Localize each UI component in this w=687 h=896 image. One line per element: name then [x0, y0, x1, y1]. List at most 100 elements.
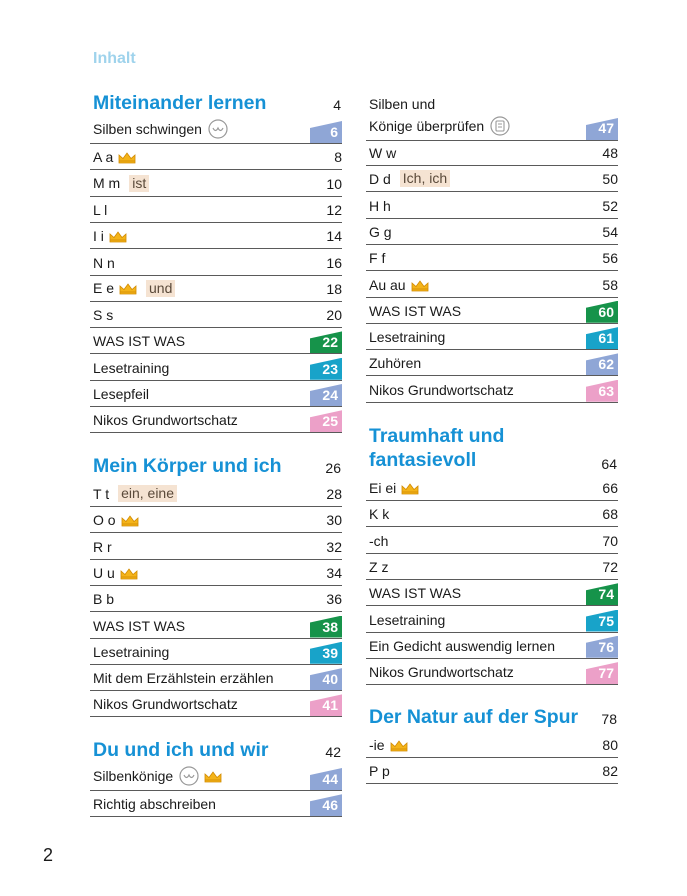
toc-entry[interactable]: Nikos Grundwortschatz 41 — [90, 691, 342, 718]
entry-page: 18 — [326, 280, 342, 297]
entry-label-group: Nikos Grundwortschatz — [93, 696, 238, 712]
entry-label: R r — [93, 538, 112, 555]
entry-label: E e — [93, 280, 115, 297]
toc-entry[interactable]: Lesetraining 39 — [90, 639, 342, 665]
toc-entry[interactable]: B b 36 — [90, 586, 342, 613]
toc-entry[interactable]: Lesetraining 75 — [366, 607, 618, 633]
entry-label-group: -ie — [369, 737, 408, 753]
toc-entry[interactable]: F f 56 — [366, 245, 618, 272]
syllable-icon — [208, 119, 228, 139]
toc-entry[interactable]: Silbenkönige 44 — [90, 765, 342, 791]
toc-entry[interactable]: Lesepfeil 24 — [90, 381, 342, 407]
section-title: Mein Körper und ich — [93, 455, 282, 477]
entry-label: H h — [369, 197, 391, 214]
intro-entry[interactable]: Silben und Könige überprüfen 47 — [366, 92, 618, 141]
toc-entry[interactable]: Ei ei 66 — [366, 475, 618, 501]
toc-entry[interactable]: -ie 80 — [366, 732, 618, 758]
page-tab: 44 — [310, 768, 342, 790]
toc-entry[interactable]: WAS IST WAS 74 — [366, 580, 618, 607]
entry-label-group: M m ist — [93, 174, 150, 192]
tab-page-number: 60 — [598, 303, 614, 320]
entry-label-group: Silbenkönige — [93, 766, 222, 786]
entry-label-group: W w — [369, 145, 396, 161]
toc-entry[interactable]: -ch 70 — [366, 528, 618, 554]
toc-entry[interactable]: N n 16 — [90, 250, 342, 276]
page-tab: 39 — [310, 641, 342, 664]
page-tab: 46 — [310, 794, 342, 817]
tab-page-number: 44 — [322, 771, 338, 787]
toc-entry[interactable]: T t ein, eine 28 — [90, 481, 342, 507]
toc-entry[interactable]: Zuhören 62 — [366, 350, 618, 377]
toc-entry[interactable]: Nikos Grundwortschatz 63 — [366, 377, 618, 403]
toc-entry[interactable]: D d Ich, ich 50 — [366, 166, 618, 193]
entry-page: 32 — [326, 538, 342, 555]
entry-label: N n — [93, 254, 115, 271]
tab-page-number: 46 — [322, 797, 338, 814]
entry-label: F f — [369, 250, 386, 267]
toc-entry[interactable]: K k 68 — [366, 501, 618, 528]
tab-page-number: 63 — [598, 382, 614, 399]
entry-label: WAS IST WAS — [369, 585, 462, 602]
toc-entry[interactable]: A a 8 — [90, 144, 342, 171]
entry-label-group: U u — [93, 565, 138, 581]
entry-label-group: L l — [93, 202, 107, 218]
entry-page: 50 — [602, 171, 618, 188]
toc-entry[interactable]: I i 14 — [90, 223, 342, 250]
crown-icon — [401, 482, 419, 495]
toc-entry[interactable]: Richtig abschreiben 46 — [90, 791, 342, 818]
page-tab: 76 — [586, 635, 618, 658]
toc-entry[interactable]: Au au 58 — [366, 272, 618, 298]
page-tab: 22 — [310, 331, 342, 354]
section-heading[interactable]: Miteinander lernen 4 — [93, 92, 341, 116]
section-heading[interactable]: Mein Körper und ich 26 — [93, 455, 341, 479]
tab-page-number: 47 — [598, 120, 614, 136]
section-heading[interactable]: Der Natur auf der Spur 78 — [369, 706, 617, 730]
entry-label-group: D d Ich, ich — [369, 170, 451, 188]
entry-label-group: Lesetraining — [369, 612, 445, 628]
toc-entry[interactable]: E e und 18 — [90, 276, 342, 302]
toc-entry[interactable]: WAS IST WAS 60 — [366, 298, 618, 324]
toc-entry[interactable]: L l 12 — [90, 197, 342, 223]
toc-entry[interactable]: Lesetraining 23 — [90, 355, 342, 381]
toc-entry[interactable]: WAS IST WAS 38 — [90, 613, 342, 639]
toc-entry[interactable]: M m ist 10 — [90, 171, 342, 197]
entry-label: Lesetraining — [93, 643, 170, 660]
toc-entry[interactable]: O o 30 — [90, 507, 342, 534]
toc-entry[interactable]: S s 20 — [90, 302, 342, 329]
toc-entry[interactable]: H h 52 — [366, 193, 618, 219]
entry-label: W w — [369, 145, 397, 161]
entry-label-group: Nikos Grundwortschatz — [369, 664, 514, 680]
entry-label: Nikos Grundwortschatz — [369, 664, 514, 681]
toc-entry[interactable]: Silben schwingen 6 — [90, 118, 342, 144]
toc-entry[interactable]: Ein Gedicht auswendig lernen 76 — [366, 633, 618, 659]
toc-entry[interactable]: Lesetraining 61 — [366, 324, 618, 351]
toc-entry[interactable]: W w 48 — [366, 140, 618, 166]
entry-page: 48 — [602, 145, 618, 161]
toc-entry[interactable]: U u 34 — [90, 560, 342, 586]
entry-page: 72 — [602, 558, 618, 575]
toc-entry[interactable]: Mit dem Erzählstein erzählen 40 — [90, 665, 342, 692]
entry-label-group: WAS IST WAS — [93, 333, 185, 349]
tab-page-number: 61 — [598, 330, 614, 347]
toc-entry[interactable]: WAS IST WAS 22 — [90, 328, 342, 355]
page-tab: 23 — [310, 357, 342, 380]
section-heading[interactable]: Traumhaft und fantasievoll 64 — [369, 425, 617, 475]
section-page: 4 — [333, 97, 341, 113]
section-page: 26 — [325, 460, 341, 476]
entry-label-group: G g — [369, 224, 392, 240]
toc-entry[interactable]: P p 82 — [366, 758, 618, 785]
section-heading[interactable]: Du und ich und wir 42 — [93, 739, 341, 763]
tab-page-number: 22 — [322, 334, 338, 351]
entry-label: Mit dem Erzählstein erzählen — [93, 670, 274, 687]
entry-label: Ei ei — [369, 480, 397, 496]
crown-icon — [118, 151, 136, 164]
word-highlight: ein, eine — [118, 485, 178, 502]
toc-entry[interactable]: G g 54 — [366, 219, 618, 245]
toc-entry[interactable]: Z z 72 — [366, 554, 618, 580]
toc-entry[interactable]: Nikos Grundwortschatz 77 — [366, 659, 618, 686]
entry-page: 82 — [602, 763, 618, 780]
entry-page: 12 — [326, 201, 342, 218]
entry-label-group: WAS IST WAS — [369, 303, 461, 319]
toc-entry[interactable]: R r 32 — [90, 534, 342, 560]
toc-entry[interactable]: Nikos Grundwortschatz 25 — [90, 407, 342, 434]
